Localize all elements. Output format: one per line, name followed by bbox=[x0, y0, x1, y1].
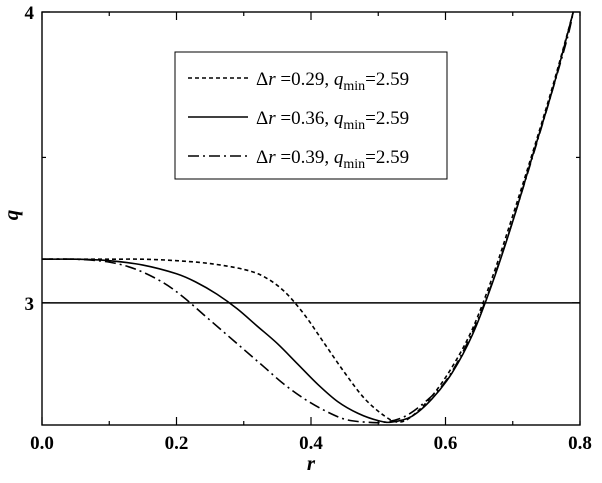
legend-label-part: min bbox=[343, 79, 365, 94]
legend-label-part: =0.39, bbox=[276, 147, 334, 168]
x-tick-label: 0.0 bbox=[30, 433, 54, 454]
series-lines bbox=[41, 11, 575, 424]
series-line-3 bbox=[41, 11, 575, 424]
legend-label-part: q bbox=[334, 69, 344, 90]
x-tick-label: 0.6 bbox=[434, 433, 458, 454]
legend-label-part: q bbox=[334, 147, 344, 168]
axis-ticks bbox=[41, 11, 581, 425]
legend-label-part: r bbox=[268, 69, 276, 90]
legend-label-part: min bbox=[343, 157, 365, 172]
legend-label-part: Δ bbox=[256, 147, 268, 168]
x-tick-label: 0.8 bbox=[568, 433, 592, 454]
legend-label-part: q bbox=[334, 108, 344, 129]
legend-label-part: =0.36, bbox=[276, 108, 334, 129]
legend-label-part: =2.59 bbox=[365, 69, 409, 90]
y-tick-label: 3 bbox=[25, 294, 35, 315]
series-line-1 bbox=[42, 11, 575, 423]
x-tick-label: 0.2 bbox=[165, 433, 189, 454]
legend-label-part: r bbox=[268, 147, 276, 168]
legend-label-part: r bbox=[268, 108, 276, 129]
legend-label-1: Δr =0.29, qmin=2.59 bbox=[256, 69, 409, 94]
legend-label-part: Δ bbox=[256, 108, 268, 129]
y-tick-label: 4 bbox=[25, 3, 35, 24]
tick-labels: 0.0 0.2 0.4 0.6 0.8 3 4 bbox=[25, 3, 592, 454]
legend-label-2: Δr =0.36, qmin=2.59 bbox=[256, 108, 409, 133]
x-axis-title: r bbox=[307, 451, 316, 475]
legend-label-part: min bbox=[343, 118, 365, 133]
legend-label-3: Δr =0.39, qmin=2.59 bbox=[256, 147, 409, 172]
legend-label-part: Δ bbox=[256, 69, 268, 90]
legend-label-part: =2.59 bbox=[365, 108, 409, 129]
legend-label-part: =2.59 bbox=[365, 147, 409, 168]
x-tick-label: 0.4 bbox=[299, 433, 323, 454]
legend-label-part: =0.29, bbox=[276, 69, 334, 90]
legend-box bbox=[174, 51, 448, 180]
y-axis-title: q bbox=[0, 210, 23, 221]
